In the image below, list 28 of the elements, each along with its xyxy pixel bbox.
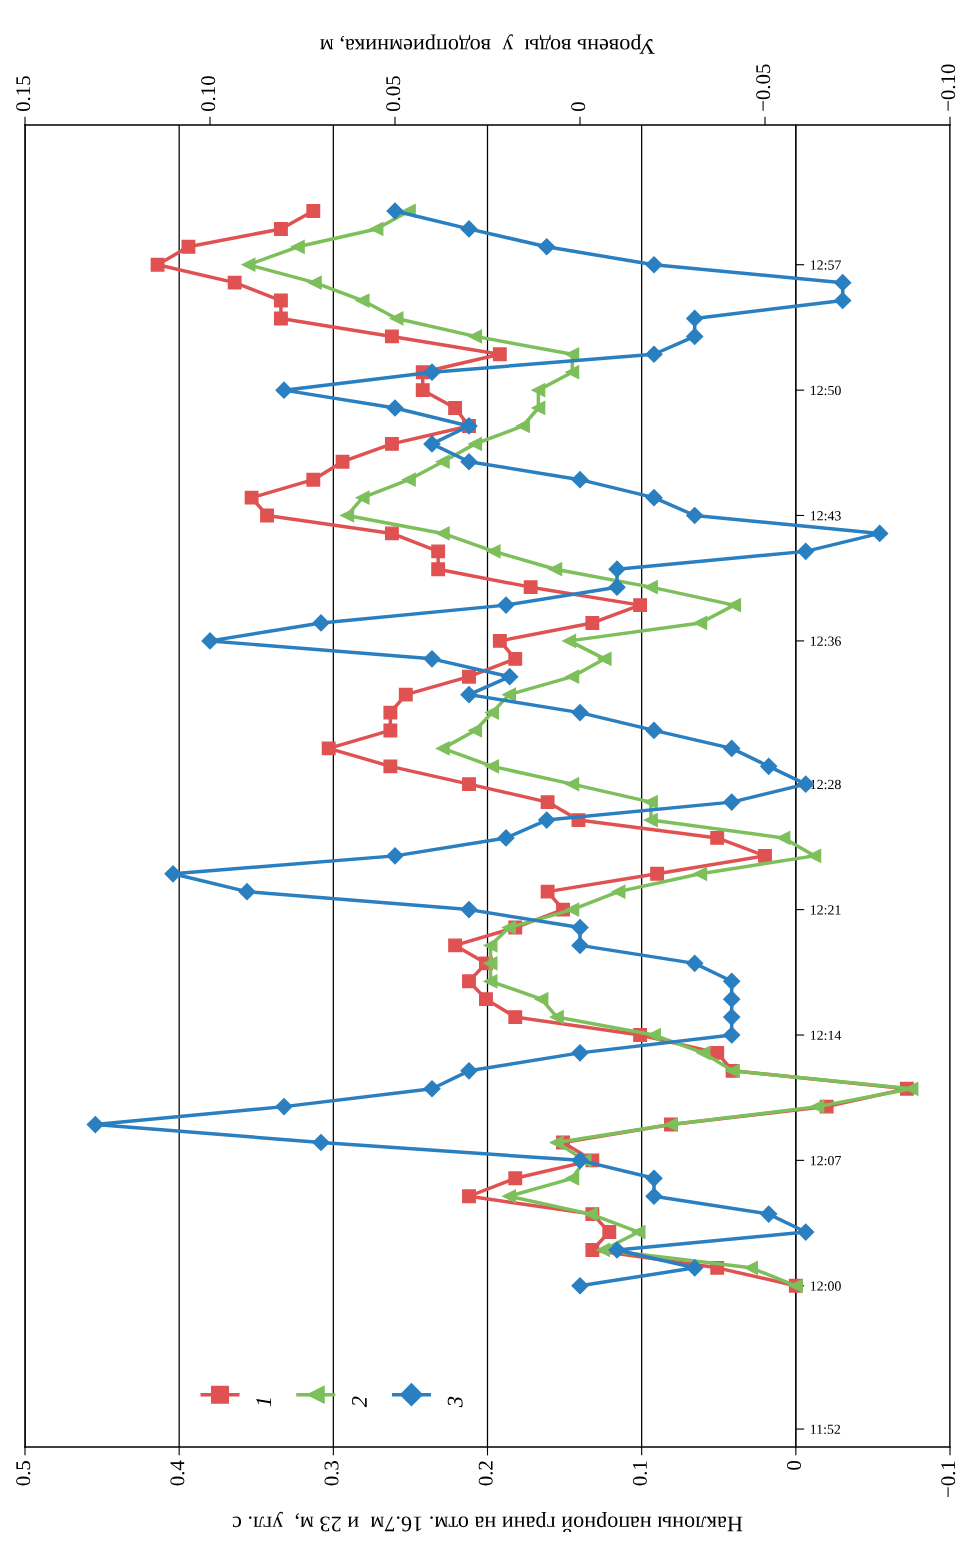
legend-label: 3: [447, 1396, 463, 1408]
x2-axis-title: Уровень воды у водоприемника, м: [320, 34, 655, 54]
x2-tick-label: 0: [571, 102, 586, 112]
x2-tick-label: −0.05: [756, 64, 771, 111]
x2-tick-label: 0.05: [386, 76, 401, 112]
y-tick-label: 12:50: [810, 385, 841, 396]
x-tick-label: 0.1: [632, 1461, 647, 1486]
y-tick-label: 12:43: [810, 511, 841, 521]
x-tick-label: 0.3: [324, 1461, 339, 1486]
x-tick-label: 0.5: [16, 1461, 31, 1486]
x-tick-label: 0.4: [170, 1460, 185, 1486]
x2-tick-label: 0.15: [16, 76, 31, 112]
y-tick-label: 12:28: [810, 779, 841, 790]
y-tick-label: 12:36: [810, 636, 841, 646]
x-tick-label: 0: [786, 1460, 802, 1470]
y-tick-label: 12:57: [810, 260, 841, 270]
x-axis-title: Наклоны напорной грани на отм. 16.7м и 23 м, угл. с: [232, 1511, 743, 1532]
x-tick-label: −0.1: [941, 1461, 956, 1497]
x2-tick-label: 0.10: [201, 76, 216, 112]
x2-tick-label: −0.10: [941, 64, 956, 111]
y-tick-label: 12:21: [810, 905, 841, 915]
y-tick-label: 11:52: [810, 1424, 841, 1435]
legend-label: 2: [352, 1396, 367, 1408]
x-tick-label: 0.2: [478, 1461, 493, 1486]
y-tick-label: 12:00: [810, 1281, 841, 1291]
y-tick-label: 12:07: [810, 1155, 841, 1166]
y-tick-label: 12:14: [810, 1030, 842, 1041]
legend-label: 1: [256, 1398, 271, 1407]
